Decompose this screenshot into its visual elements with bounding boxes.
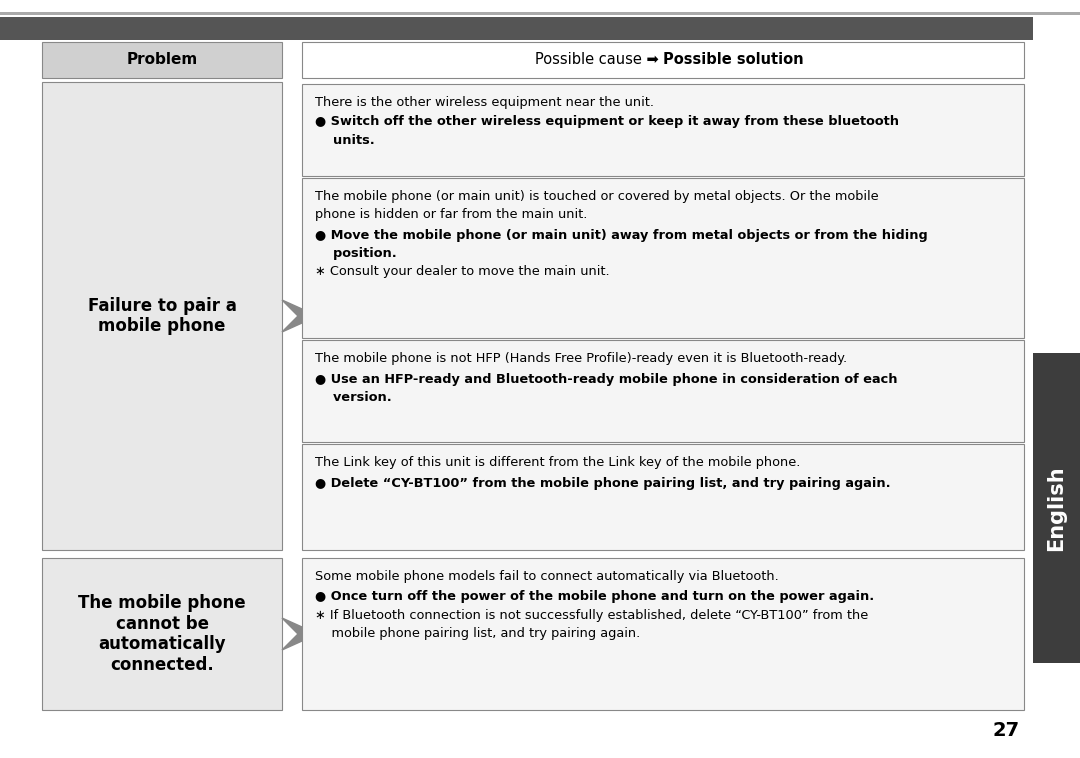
Text: ∗ Consult your dealer to move the main unit.: ∗ Consult your dealer to move the main u… — [315, 265, 609, 278]
FancyBboxPatch shape — [302, 84, 1024, 176]
Text: ● Move the mobile phone (or main unit) away from metal objects or from the hidin: ● Move the mobile phone (or main unit) a… — [315, 229, 928, 242]
Text: version.: version. — [315, 391, 392, 404]
Text: Possible cause ➡: Possible cause ➡ — [535, 52, 663, 67]
Polygon shape — [282, 618, 302, 650]
Text: ∗ If Bluetooth connection is not successfully established, delete “CY-BT100” fro: ∗ If Bluetooth connection is not success… — [315, 609, 868, 622]
FancyBboxPatch shape — [302, 178, 1024, 338]
Text: Possible solution: Possible solution — [663, 52, 804, 67]
Text: Problem: Problem — [126, 52, 198, 67]
Text: Some mobile phone models fail to connect automatically via Bluetooth.: Some mobile phone models fail to connect… — [315, 570, 779, 583]
Text: phone is hidden or far from the main unit.: phone is hidden or far from the main uni… — [315, 208, 588, 221]
FancyBboxPatch shape — [302, 558, 1024, 710]
FancyBboxPatch shape — [0, 12, 1080, 15]
Text: ● Switch off the other wireless equipment or keep it away from these bluetooth: ● Switch off the other wireless equipmen… — [315, 115, 899, 128]
Text: The Link key of this unit is different from the Link key of the mobile phone.: The Link key of this unit is different f… — [315, 456, 800, 469]
Text: English: English — [1047, 465, 1067, 551]
Text: ● Use an HFP-ready and Bluetooth-ready mobile phone in consideration of each: ● Use an HFP-ready and Bluetooth-ready m… — [315, 373, 897, 386]
Text: mobile phone pairing list, and try pairing again.: mobile phone pairing list, and try pairi… — [315, 627, 640, 640]
Text: units.: units. — [315, 134, 375, 147]
FancyBboxPatch shape — [42, 42, 282, 78]
Text: 27: 27 — [993, 721, 1020, 740]
FancyBboxPatch shape — [302, 444, 1024, 550]
Text: The mobile phone (or main unit) is touched or covered by metal objects. Or the m: The mobile phone (or main unit) is touch… — [315, 190, 879, 203]
Text: ● Once turn off the power of the mobile phone and turn on the power again.: ● Once turn off the power of the mobile … — [315, 590, 874, 603]
FancyBboxPatch shape — [1032, 353, 1080, 663]
FancyBboxPatch shape — [302, 340, 1024, 442]
FancyBboxPatch shape — [42, 82, 282, 550]
FancyBboxPatch shape — [0, 17, 1032, 40]
Text: ● Delete “CY-BT100” from the mobile phone pairing list, and try pairing again.: ● Delete “CY-BT100” from the mobile phon… — [315, 477, 891, 490]
FancyBboxPatch shape — [42, 558, 282, 710]
FancyBboxPatch shape — [302, 42, 1024, 78]
Text: The mobile phone is not HFP (Hands Free Profile)-ready even it is Bluetooth-read: The mobile phone is not HFP (Hands Free … — [315, 352, 847, 365]
Text: The mobile phone
cannot be
automatically
connected.: The mobile phone cannot be automatically… — [78, 594, 246, 674]
Text: There is the other wireless equipment near the unit.: There is the other wireless equipment ne… — [315, 96, 654, 109]
Text: position.: position. — [315, 247, 396, 260]
Polygon shape — [282, 300, 302, 332]
Text: Failure to pair a
mobile phone: Failure to pair a mobile phone — [87, 296, 237, 335]
